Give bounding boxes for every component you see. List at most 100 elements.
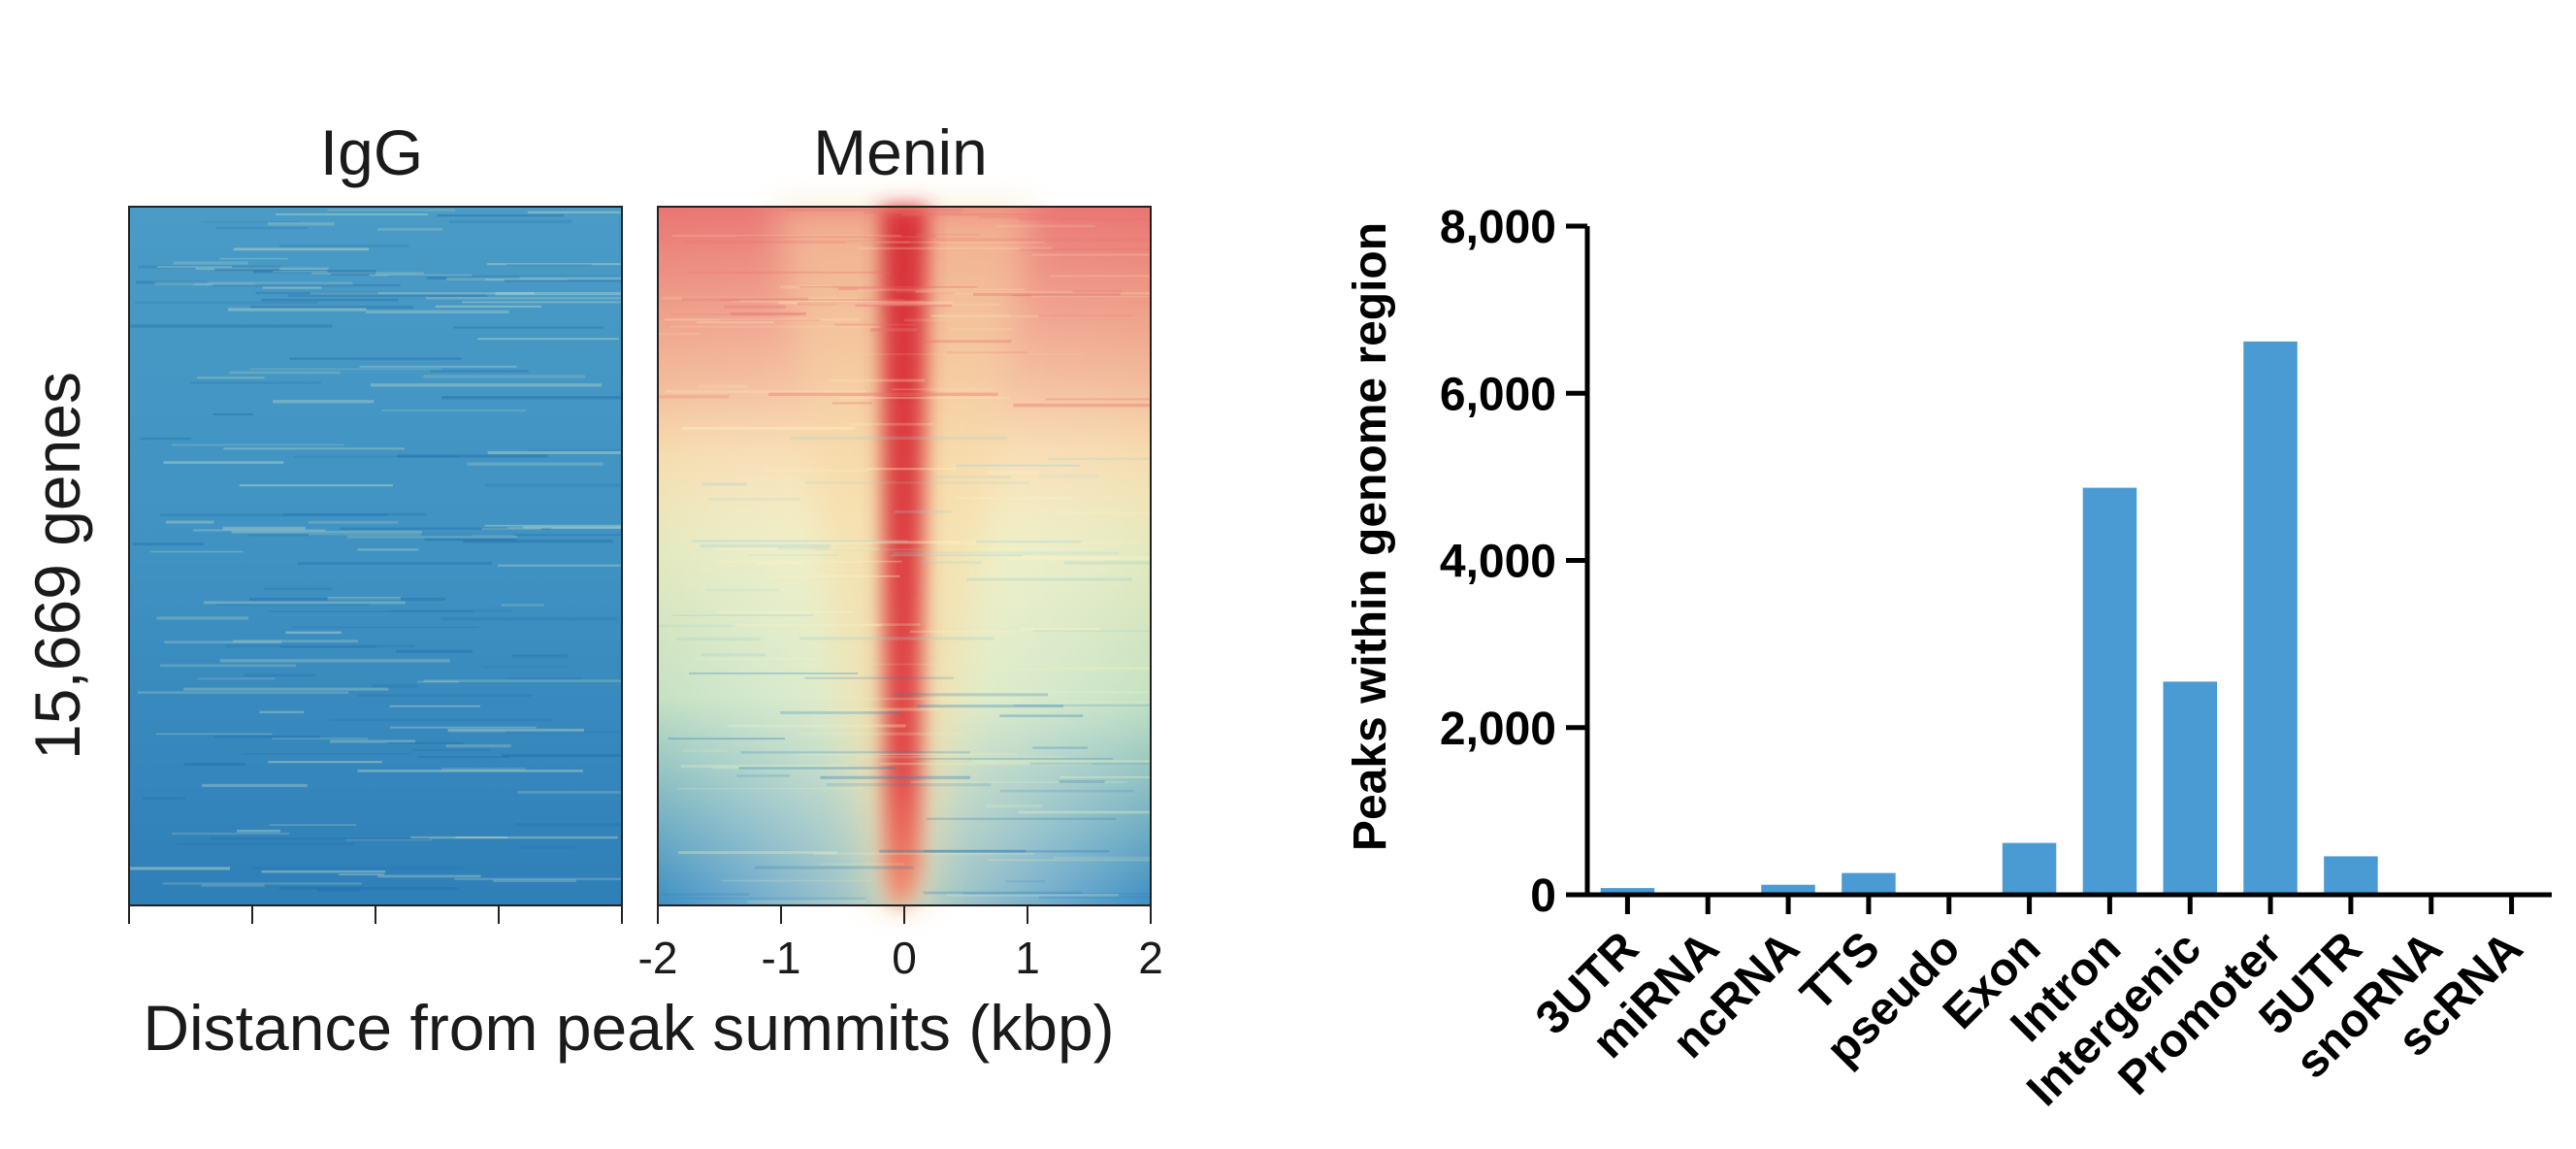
menin-heatmap-streak (859, 623, 921, 626)
igg-heatmap-streak (327, 209, 456, 212)
menin-heatmap-streak (966, 577, 1132, 581)
menin-heatmap-streak (976, 541, 1082, 543)
igg-heatmap-streak (430, 370, 529, 373)
menin-heatmap-streak (979, 216, 1057, 218)
menin-heatmap-streak (738, 767, 897, 770)
igg-heatmap-streak (396, 649, 473, 653)
menin-heatmap-streak (924, 850, 1110, 853)
heatmap-chart: IgG Menin 15,669 genes -2 -1 0 1 2 Distance … (21, 116, 1163, 1064)
menin-heatmap-streak (716, 547, 880, 550)
menin-heatmap-streak (1064, 561, 1151, 565)
igg-heatmap-streak (357, 770, 583, 772)
menin-heatmap-streak (780, 285, 832, 289)
menin-heatmap-streak (797, 302, 904, 306)
menin-heatmap-streak (864, 663, 1075, 666)
igg-heatmap-streak (172, 832, 289, 836)
menin-heatmap-streak (724, 305, 786, 309)
igg-heatmap-streak (149, 550, 244, 553)
igg-heatmap-streak (369, 274, 473, 277)
igg-heatmap-streak (389, 705, 481, 707)
menin-heatmap-streak (1010, 314, 1133, 316)
igg-heatmap-streak (249, 597, 446, 602)
igg-heatmap-streak (297, 562, 492, 566)
igg-heatmap-streak (160, 664, 296, 668)
menin-heatmap-streak (986, 804, 1043, 808)
igg-heatmap-streak (203, 221, 300, 223)
menin-heatmap-core (881, 207, 928, 905)
menin-heatmap-streak (1009, 556, 1151, 560)
igg-heatmap-streak (329, 718, 554, 722)
menin-heatmap-streak (1013, 403, 1151, 408)
menin-heatmap-streak (858, 246, 1053, 250)
menin-heatmap-streak (1032, 746, 1088, 749)
igg-heatmap-streak (263, 587, 333, 590)
bar-intron (2082, 487, 2137, 895)
menin-heatmap-streak (922, 340, 1012, 344)
igg-heatmap-streak (193, 282, 256, 285)
menin-heatmap-streak (865, 468, 956, 471)
igg-heatmap-streak (454, 877, 622, 880)
menin-heatmap-streak (707, 498, 801, 501)
menin-heatmap-streak (935, 476, 1012, 478)
igg-heatmap-streak (177, 842, 354, 845)
menin-heatmap-streak (767, 392, 998, 396)
menin-heatmap-streak (1060, 776, 1151, 778)
igg-heatmap-streak (506, 527, 622, 529)
menin-heatmap-streak (717, 560, 902, 563)
igg-heatmap-streak (219, 257, 288, 260)
igg-heatmap-streak (376, 227, 443, 231)
menin-heatmap-streak (671, 313, 802, 315)
igg-heatmap-streak (156, 733, 273, 736)
igg-heatmap-streak (273, 270, 328, 273)
menin-heatmap-streak (973, 292, 1121, 296)
igg-heatmap-streak (485, 279, 568, 281)
menin-heatmap-streaks (658, 209, 1151, 904)
menin-heatmap-streak (880, 762, 1092, 766)
igg-heatmap-streak (137, 265, 281, 269)
menin-heatmap-streak (819, 863, 905, 866)
menin-heatmap-streak (850, 422, 934, 426)
menin-heatmap-streak (910, 630, 1026, 633)
menin-heatmap-streak (766, 574, 900, 577)
menin-heatmap-streak (1030, 762, 1151, 765)
igg-heatmap-streak (174, 261, 248, 265)
igg-heatmap-streak (162, 882, 362, 885)
menin-heatmap-streak (855, 304, 952, 308)
menin-heatmap-streak (972, 760, 1151, 764)
menin-heatmap-streak (662, 296, 858, 300)
menin-heatmap-streak (999, 789, 1134, 793)
igg-heatmap-streak (285, 631, 342, 634)
menin-heatmap-streak (1032, 630, 1151, 633)
menin-heatmap-streak (936, 238, 1151, 242)
igg-heatmap-streak (154, 281, 353, 285)
menin-panel-title: Menin (813, 116, 988, 188)
menin-heatmap-streak (988, 471, 1039, 475)
heatmap-x-tick-label: 2 (1138, 933, 1163, 983)
igg-heatmap-streak (487, 263, 622, 266)
menin-heatmap-streak (903, 318, 950, 322)
menin-heatmap-streak (1005, 880, 1046, 883)
menin-heatmap-streak (1053, 856, 1151, 859)
igg-heatmap-streak (346, 535, 518, 539)
igg-heatmap-streak (282, 512, 427, 516)
menin-heatmap-streak (894, 509, 953, 513)
igg-heatmap-streak (523, 526, 622, 529)
menin-heatmap-streak (780, 711, 900, 714)
igg-heatmap-streak (357, 548, 419, 551)
igg-heatmap-streak (417, 756, 510, 758)
heatmap-x-tick-label: 1 (1015, 933, 1040, 983)
menin-heatmap-streak (923, 891, 1082, 895)
igg-heatmap-streak (330, 273, 375, 276)
menin-heatmap-streak (799, 753, 1018, 755)
igg-heatmap-streak (267, 222, 335, 226)
menin-heatmap-streak (666, 390, 866, 393)
igg-heatmap-streak (279, 244, 409, 247)
menin-heatmap-streak (839, 397, 1010, 400)
menin-heatmap-streak (678, 851, 837, 854)
menin-heatmap-streak (754, 866, 914, 870)
igg-heatmap-streak (527, 448, 622, 452)
menin-heatmap-streak (834, 323, 917, 326)
menin-heatmap-streak (814, 852, 1035, 855)
menin-heatmap-streak (721, 879, 871, 882)
menin-heatmap-streak (954, 292, 1151, 295)
